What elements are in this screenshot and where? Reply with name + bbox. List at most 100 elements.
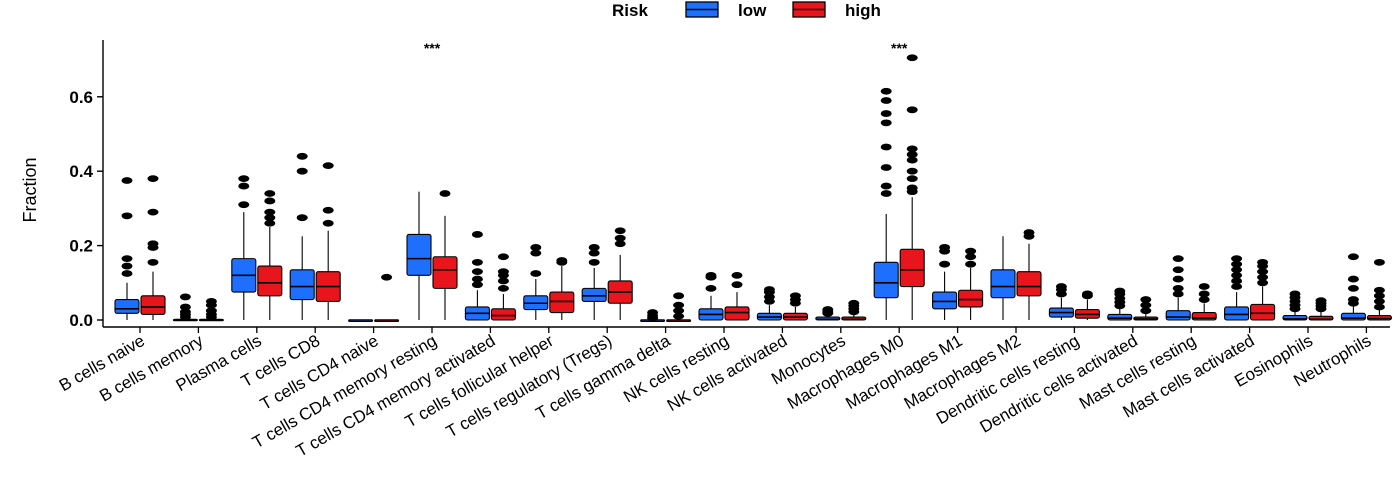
box-high (1074, 290, 1100, 320)
box-group (464, 231, 516, 321)
box-high (257, 190, 283, 320)
box-high (782, 292, 808, 321)
legend: Risk low high (612, 1, 881, 20)
outlier-point (1140, 301, 1152, 309)
box-iqr (958, 289, 984, 308)
outlier-point (1081, 290, 1093, 298)
box-group (406, 190, 458, 320)
outlier-point (1140, 307, 1152, 315)
box-low (581, 244, 607, 320)
box-low (1224, 255, 1250, 321)
legend-label-high: high (845, 1, 881, 20)
box-low (231, 175, 257, 320)
box-group (289, 152, 341, 320)
box-high (841, 299, 867, 321)
outlier-point (763, 286, 775, 293)
box-iqr (432, 256, 458, 289)
outlier-point (1231, 271, 1243, 279)
legend-title: Risk (612, 1, 648, 20)
box-group (348, 273, 400, 323)
box-iqr (114, 298, 140, 314)
outlier-point (880, 143, 892, 151)
outlier-point (880, 87, 892, 95)
outlier-point (1172, 255, 1184, 263)
box-high (140, 175, 166, 320)
outlier-point (673, 301, 685, 309)
outlier-point (238, 182, 250, 190)
outlier-point (497, 284, 509, 292)
outlier-point (322, 206, 334, 214)
box-high (1191, 283, 1217, 321)
outlier-point (939, 260, 951, 268)
outlier-point (880, 182, 892, 190)
outlier-point (848, 299, 860, 307)
outlier-point (1172, 266, 1184, 274)
outlier-point (880, 97, 892, 104)
outlier-point (588, 258, 600, 266)
outlier-point (906, 167, 918, 175)
outlier-point (880, 110, 892, 117)
outlier-point (1172, 290, 1184, 298)
box-group (581, 227, 633, 320)
outlier-point (147, 175, 159, 183)
outlier-point (121, 262, 133, 270)
outlier-point (647, 309, 659, 316)
outlier-point (1257, 258, 1269, 266)
box-high (666, 292, 692, 323)
outlier-point (238, 201, 250, 209)
box-iqr (1250, 303, 1276, 321)
outlier-point (1315, 297, 1327, 305)
box-iqr (1340, 312, 1366, 321)
outlier-point (705, 271, 717, 279)
box-low (289, 152, 315, 320)
outlier-point (1257, 268, 1269, 276)
outlier-point (471, 258, 483, 266)
box-iqr (724, 306, 750, 321)
outlier-point (121, 255, 133, 263)
box-group (932, 244, 984, 320)
outlier-point (296, 152, 308, 160)
outlier-point (1198, 283, 1210, 290)
box-low (640, 309, 666, 323)
outlier-point (1257, 279, 1269, 287)
outlier-point (1231, 266, 1243, 274)
outlier-point (1347, 275, 1359, 283)
outlier-point (121, 212, 133, 220)
box-group (231, 175, 283, 320)
outlier-point (965, 253, 977, 261)
box-iqr (932, 291, 958, 310)
box-iqr (1107, 313, 1133, 321)
outlier-point (965, 247, 977, 255)
box-group (523, 244, 575, 320)
outlier-point (1231, 283, 1243, 290)
outlier-point (673, 292, 685, 300)
outlier-point (588, 244, 600, 251)
outlier-point (471, 268, 483, 276)
box-low (406, 191, 432, 320)
outlier-point (880, 164, 892, 171)
outlier-point (322, 162, 334, 170)
y-tick-label: 0.2 (69, 237, 93, 256)
box-low (348, 319, 374, 323)
box-high (724, 271, 750, 321)
box-low (172, 293, 198, 322)
y-tick-label: 0.4 (69, 162, 93, 181)
outlier-point (1172, 275, 1184, 283)
box-low (873, 87, 899, 320)
outlier-point (556, 257, 568, 264)
outlier-point (1231, 255, 1243, 263)
box-group (1224, 255, 1276, 321)
box-group (990, 229, 1042, 320)
outlier-point (906, 54, 918, 62)
box-iqr (490, 308, 516, 321)
box-high (1308, 297, 1334, 321)
outlier-point (179, 303, 191, 311)
box-group (873, 54, 925, 320)
outlier-point (731, 281, 743, 289)
outlier-point (497, 253, 509, 261)
outlier-point (939, 244, 951, 251)
outlier-point (588, 249, 600, 257)
box-low (756, 286, 782, 321)
outlier-point (1289, 290, 1301, 298)
outlier-point (179, 293, 191, 301)
